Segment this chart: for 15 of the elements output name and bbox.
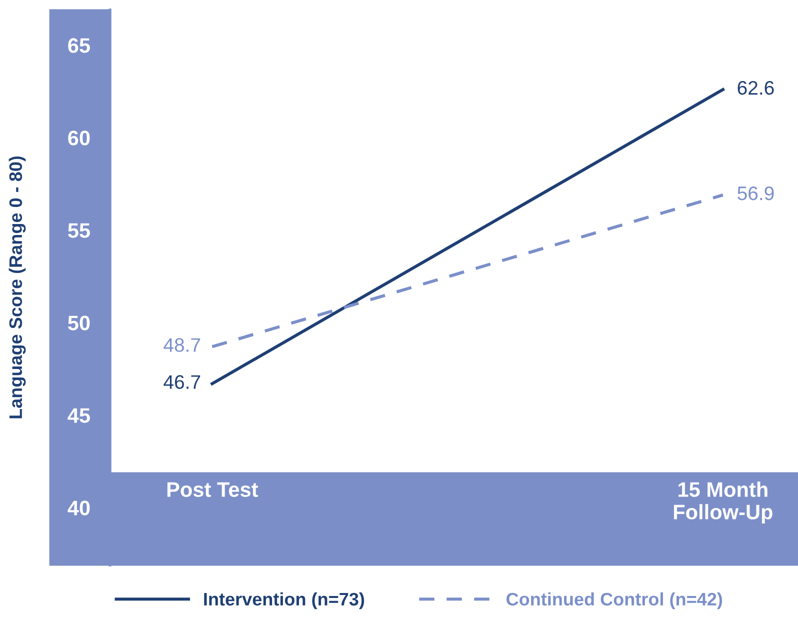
y-tick-label: 65 <box>68 38 90 53</box>
x-tick-label: Post Test <box>167 482 258 497</box>
data-label: 48.7 <box>164 338 200 352</box>
y-tick-label: 40 <box>68 500 90 516</box>
data-label: 62.6 <box>738 81 774 95</box>
y-axis-title: Language Score (Range 0 - 80) <box>8 156 26 418</box>
y-tick-label: 55 <box>68 223 90 238</box>
legend-label: Intervention (n=73) <box>204 592 364 610</box>
data-label: 46.7 <box>164 375 200 389</box>
x-tick-label: 15 Month Follow-Up <box>674 482 772 524</box>
y-tick-label: 50 <box>68 316 90 330</box>
legend-label: Continued Control (n=42) <box>506 592 722 610</box>
y-tick-label: 60 <box>68 130 90 146</box>
data-label: 56.9 <box>738 186 774 200</box>
y-tick-label: 45 <box>68 408 90 423</box>
